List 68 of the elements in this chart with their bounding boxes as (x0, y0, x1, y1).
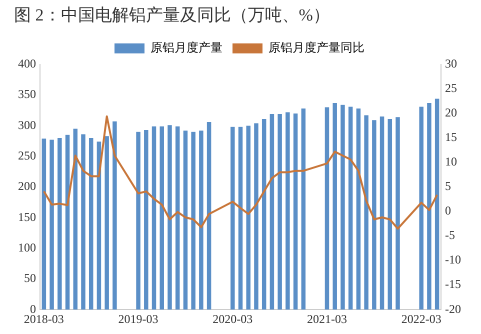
y2-tick-label: -5 (445, 228, 456, 242)
bar (356, 108, 361, 310)
bar (230, 126, 235, 310)
x-tick-label: 2021-03 (306, 312, 347, 326)
legend-label: 原铝月度产量同比 (268, 40, 364, 55)
bar (332, 103, 337, 310)
bar (73, 128, 78, 310)
bar (348, 106, 353, 310)
bar (388, 118, 392, 310)
y2-tick-label: 10 (445, 154, 458, 169)
bar (372, 120, 376, 310)
bar (81, 134, 86, 310)
bar (144, 130, 148, 310)
y2-tick-label: 5 (445, 179, 452, 194)
y-tick-label: 350 (18, 87, 36, 102)
legend-label: 原铝月度产量 (150, 40, 222, 55)
bar (88, 138, 94, 310)
bar (152, 126, 156, 310)
bar (293, 113, 298, 310)
bar (427, 103, 432, 310)
bar (278, 114, 282, 310)
y2-tick-label: 0 (445, 204, 452, 218)
y2-tick-label: -10 (445, 252, 462, 267)
bar (301, 108, 306, 310)
bar (104, 136, 109, 310)
y2-tick-label: 25 (445, 81, 458, 96)
bar (42, 138, 46, 310)
y-tick-label: 50 (24, 271, 36, 286)
bar (419, 106, 424, 310)
bar (286, 112, 290, 310)
bar (364, 115, 368, 310)
y-tick-label: 400 (18, 56, 36, 71)
bar (191, 132, 196, 310)
y2-tick-label: 20 (445, 106, 458, 120)
y-tick-label: 200 (18, 179, 36, 194)
y-tick-label: 300 (18, 118, 36, 132)
bar (50, 140, 54, 310)
bar (199, 130, 204, 310)
x-tick-label: 2022-03 (401, 312, 442, 326)
bar (160, 126, 164, 310)
x-tick-label: 2019-03 (118, 312, 158, 326)
y-tick-label: 150 (18, 210, 36, 224)
bar (254, 123, 258, 310)
x-tick-label: 2020-03 (212, 312, 253, 326)
bar (175, 126, 180, 310)
bar (380, 116, 384, 310)
bar (324, 107, 330, 310)
y-tick-label: 250 (18, 148, 36, 163)
y2-tick-label: -20 (445, 302, 462, 316)
bar (396, 117, 400, 310)
chart-title: 图 2：中国电解铝产量及同比（万吨、%） (14, 6, 330, 25)
bar (434, 98, 440, 310)
y2-tick-label: 30 (445, 56, 458, 71)
bar (206, 122, 212, 310)
bar (262, 118, 266, 310)
y2-tick-label: -15 (445, 277, 462, 292)
bar (58, 138, 62, 310)
y-tick-label: 100 (18, 240, 36, 254)
bar (246, 126, 250, 310)
bar (340, 104, 345, 310)
bar (112, 121, 117, 310)
bar (65, 134, 70, 310)
bar (270, 114, 274, 310)
y2-tick-label: 15 (445, 130, 458, 144)
bar (238, 126, 243, 310)
bar (136, 132, 140, 310)
bar (183, 130, 188, 310)
bar (168, 125, 172, 310)
